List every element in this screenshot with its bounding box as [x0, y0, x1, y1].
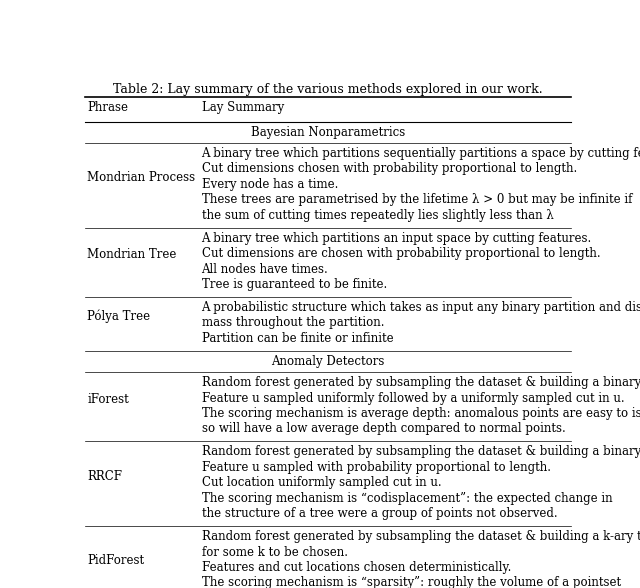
Text: Feature u sampled uniformly followed by a uniformly sampled cut in u.: Feature u sampled uniformly followed by …: [202, 392, 624, 405]
Text: The scoring mechanism is average depth: anomalous points are easy to isolate: The scoring mechanism is average depth: …: [202, 407, 640, 420]
Text: for some k to be chosen.: for some k to be chosen.: [202, 546, 348, 559]
Text: Mondrian Process: Mondrian Process: [88, 171, 196, 185]
Text: Anomaly Detectors: Anomaly Detectors: [271, 355, 385, 368]
Text: Random forest generated by subsampling the dataset & building a binary tree.: Random forest generated by subsampling t…: [202, 446, 640, 459]
Text: All nodes have times.: All nodes have times.: [202, 262, 328, 276]
Text: These trees are parametrised by the lifetime λ > 0 but may be infinite if: These trees are parametrised by the life…: [202, 193, 632, 206]
Text: Tree is guaranteed to be finite.: Tree is guaranteed to be finite.: [202, 278, 387, 291]
Text: Feature u sampled with probability proportional to length.: Feature u sampled with probability propo…: [202, 461, 550, 474]
Text: iForest: iForest: [88, 393, 129, 406]
Text: Partition can be finite or infinite: Partition can be finite or infinite: [202, 332, 393, 345]
Text: Cut dimensions chosen with probability proportional to length.: Cut dimensions chosen with probability p…: [202, 162, 577, 175]
Text: Table 2: Lay summary of the various methods explored in our work.: Table 2: Lay summary of the various meth…: [113, 83, 543, 96]
Text: mass throughout the partition.: mass throughout the partition.: [202, 316, 384, 329]
Text: The scoring mechanism is “codisplacement”: the expected change in: The scoring mechanism is “codisplacement…: [202, 492, 612, 505]
Text: A probabilistic structure which takes as input any binary partition and distribu: A probabilistic structure which takes as…: [202, 301, 640, 314]
Text: Bayesian Nonparametrics: Bayesian Nonparametrics: [251, 126, 405, 139]
Text: PidForest: PidForest: [88, 554, 145, 567]
Text: The scoring mechanism is “sparsity”: roughly the volume of a pointset: The scoring mechanism is “sparsity”: rou…: [202, 576, 621, 588]
Text: the structure of a tree were a group of points not observed.: the structure of a tree were a group of …: [202, 507, 557, 520]
Text: Random forest generated by subsampling the dataset & building a k-ary tree: Random forest generated by subsampling t…: [202, 530, 640, 543]
Text: Mondrian Tree: Mondrian Tree: [88, 248, 177, 261]
Text: Pólya Tree: Pólya Tree: [88, 310, 150, 323]
Text: A binary tree which partitions an input space by cutting features.: A binary tree which partitions an input …: [202, 232, 592, 245]
Text: so will have a low average depth compared to normal points.: so will have a low average depth compare…: [202, 422, 565, 435]
Text: Lay Summary: Lay Summary: [202, 101, 284, 114]
Text: Phrase: Phrase: [88, 101, 129, 114]
Text: Cut dimensions are chosen with probability proportional to length.: Cut dimensions are chosen with probabili…: [202, 247, 600, 260]
Text: A binary tree which partitions sequentially partitions a space by cutting featur: A binary tree which partitions sequentia…: [202, 147, 640, 160]
Text: Features and cut locations chosen deterministically.: Features and cut locations chosen determ…: [202, 561, 511, 574]
Text: Cut location uniformly sampled cut in u.: Cut location uniformly sampled cut in u.: [202, 476, 441, 489]
Text: Random forest generated by subsampling the dataset & building a binary tree.: Random forest generated by subsampling t…: [202, 376, 640, 389]
Text: Every node has a time.: Every node has a time.: [202, 178, 338, 191]
Text: the sum of cutting times repeatedly lies slightly less than λ: the sum of cutting times repeatedly lies…: [202, 209, 554, 222]
Text: RRCF: RRCF: [88, 470, 122, 483]
